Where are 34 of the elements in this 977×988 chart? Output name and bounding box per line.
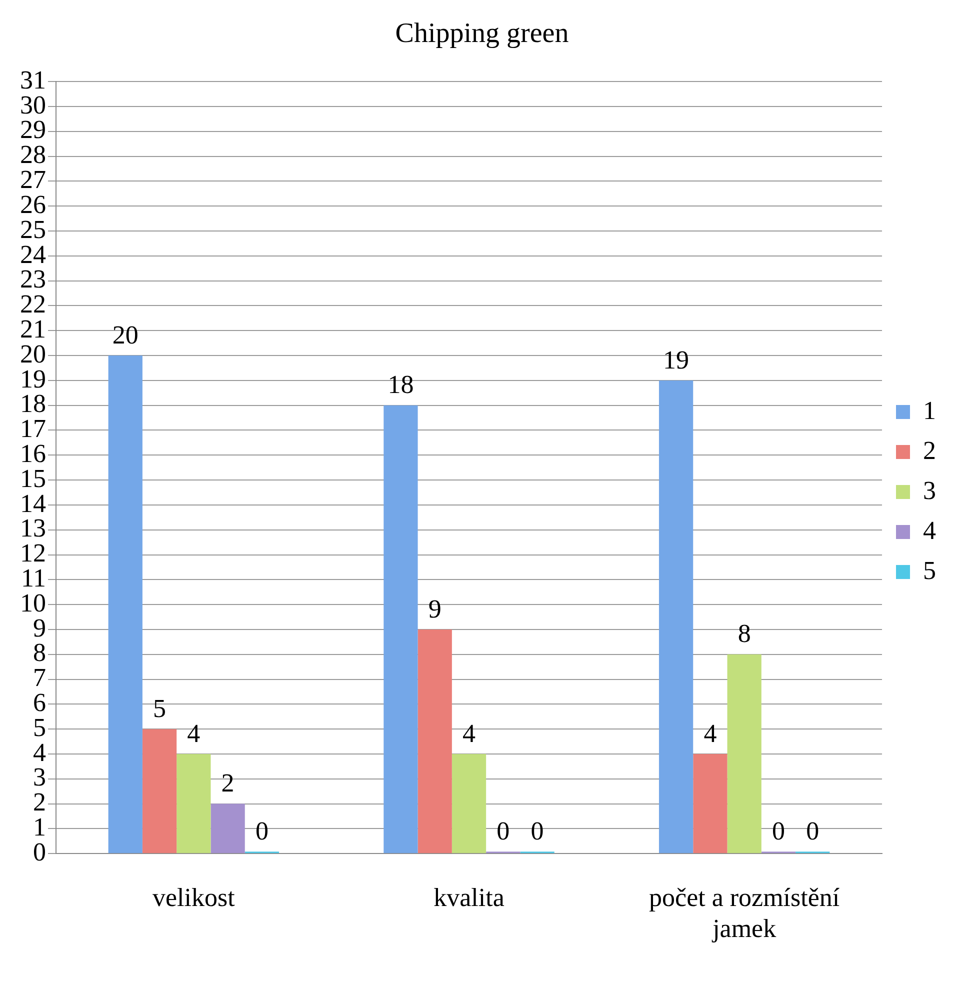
bar: [693, 754, 728, 854]
chart-title: Chipping green: [395, 18, 569, 50]
data-label: 18: [388, 370, 414, 400]
data-label: 19: [663, 345, 690, 374]
data-label: 8: [738, 619, 751, 648]
bar: [658, 380, 694, 854]
bar: [384, 405, 418, 854]
legend-label: 3: [923, 476, 936, 505]
bar: [418, 629, 452, 854]
data-label: 0: [806, 816, 820, 846]
bar: [727, 654, 762, 854]
legend-label: 5: [923, 556, 936, 585]
data-label: 4: [187, 718, 200, 748]
x-tick-label: kvalita: [434, 883, 505, 912]
data-label: 9: [428, 594, 442, 624]
data-label: 0: [496, 816, 510, 846]
bar: [210, 804, 245, 854]
data-label: 0: [530, 816, 544, 846]
legend-label: 2: [923, 436, 936, 465]
data-label: 5: [153, 694, 166, 723]
x-tick-label: velikost: [152, 883, 236, 912]
data-label: 4: [704, 718, 717, 748]
x-tick-label: počet a rozmístění jamek: [649, 883, 840, 944]
data-label: 4: [462, 718, 476, 748]
bar: [176, 754, 211, 854]
data-label: 20: [112, 320, 138, 350]
legend-label: 1: [923, 396, 936, 425]
bar: [452, 754, 486, 854]
bar: [108, 356, 142, 854]
data-label: 2: [221, 768, 234, 798]
data-label: 0: [772, 816, 785, 846]
data-label: 0: [255, 816, 268, 846]
bar: [142, 729, 177, 854]
legend-label: 4: [923, 516, 936, 545]
